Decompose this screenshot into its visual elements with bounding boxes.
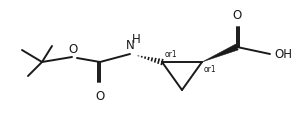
Text: or1: or1: [204, 65, 217, 74]
Text: O: O: [232, 9, 242, 22]
Text: O: O: [68, 43, 78, 56]
Text: OH: OH: [274, 48, 292, 61]
Text: H: H: [132, 33, 140, 46]
Text: O: O: [95, 90, 105, 103]
Text: or1: or1: [165, 50, 178, 59]
Polygon shape: [202, 44, 238, 62]
Text: N: N: [126, 39, 134, 52]
